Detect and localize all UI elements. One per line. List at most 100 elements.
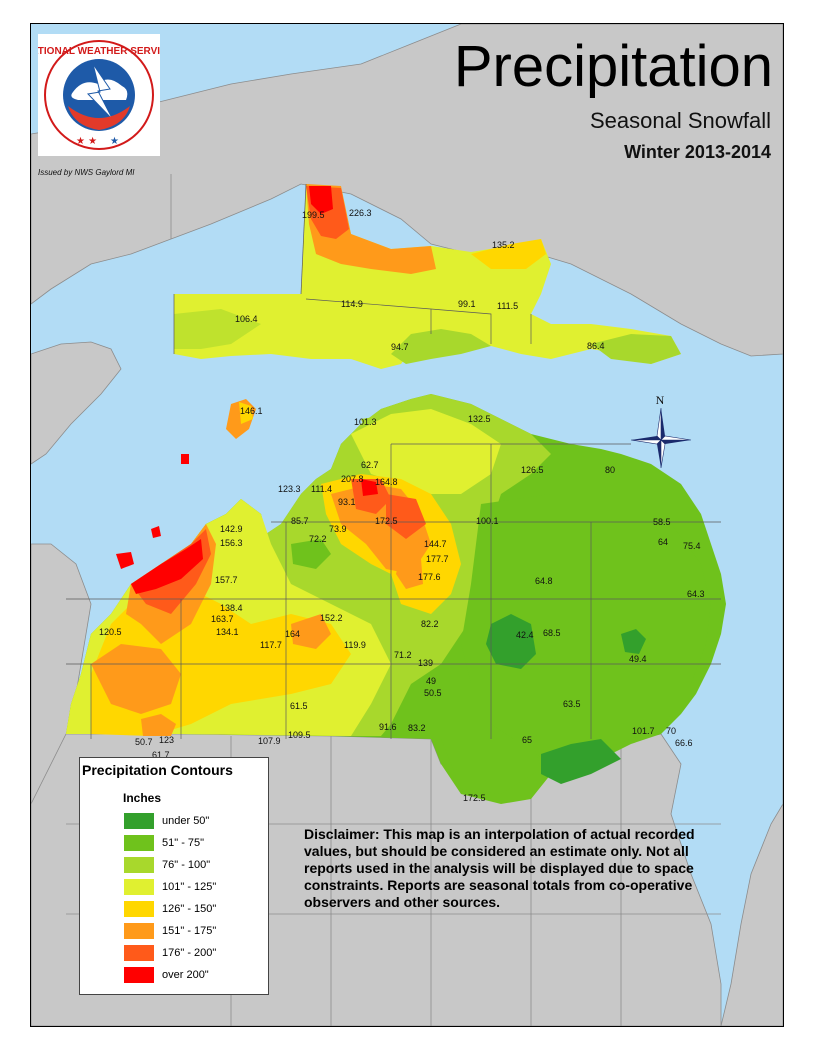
legend-swatch [124,967,154,983]
legend-item: 176" - 200" [124,945,216,961]
snowfall-value-label: 107.9 [258,736,281,746]
snowfall-value-label: 123 [159,735,174,745]
snowfall-value-label: 157.7 [215,575,238,585]
season-label: Winter 2013-2014 [624,142,771,162]
north-arrow-icon: N [629,393,693,474]
nws-logo-icon: NATIONAL WEATHER SERVICE ★ ★ ★ [31,40,174,150]
snowfall-value-label: 172.5 [375,516,398,526]
legend-label: 101" - 125" [162,881,217,893]
snowfall-value-label: 207.8 [341,474,364,484]
snowfall-value-label: 226.3 [349,208,372,218]
snowfall-value-label: 132.5 [468,414,491,424]
snowfall-value-label: 85.7 [291,516,309,526]
snowfall-value-label: 106.4 [235,314,258,324]
legend-title: Precipitation Contours [82,762,233,778]
snowfall-value-label: 61.5 [290,701,308,711]
snowfall-value-label: 126.5 [521,465,544,475]
snowfall-value-label: 80 [605,465,615,475]
snowfall-value-label: 68.5 [543,628,561,638]
snowfall-value-label: 142.9 [220,524,243,534]
svg-text:★ ★: ★ ★ [76,136,97,147]
snowfall-value-label: 100.1 [476,516,499,526]
legend-swatch [124,813,154,829]
snowfall-value-label: 172.5 [463,793,486,803]
snowfall-value-label: 49 [426,676,436,686]
snowfall-value-label: 114.9 [341,299,363,309]
logo-text: NATIONAL WEATHER SERVICE [38,46,160,57]
snowfall-value-label: 120.5 [99,627,122,637]
snowfall-value-label: 101.7 [632,726,655,736]
legend-swatch [124,857,154,873]
county-boundaries [66,183,721,739]
snowfall-value-label: 75.4 [683,541,701,551]
snowfall-value-label: 94.7 [391,342,409,352]
snowfall-value-label: 138.4 [220,603,243,613]
legend-swatch [124,923,154,939]
snowfall-value-label: 83.2 [408,723,426,733]
snowfall-value-label: 42.4 [516,630,534,640]
legend-label: 151" - 175" [162,925,217,937]
snowfall-value-label: 119.9 [344,640,366,650]
snowfall-value-label: 70 [666,726,676,736]
legend-item: under 50" [124,813,209,829]
snowfall-value-label: 123.3 [278,484,301,494]
issued-by-label: Issued by NWS Gaylord MI [38,168,135,177]
snowfall-value-label: 50.5 [424,688,442,698]
snowfall-value-label: 164 [285,629,300,639]
snowfall-value-label: 64.3 [687,589,705,599]
snowfall-value-label: 93.1 [338,497,356,507]
snowfall-value-label: 177.7 [426,554,449,564]
snowfall-value-label: 50.7 [135,737,153,747]
snowfall-value-label: 152.2 [320,613,343,623]
snowfall-value-label: 199.5 [302,210,325,220]
snowfall-value-label: 135.2 [492,240,515,250]
snowfall-value-label: 73.9 [329,524,347,534]
disclaimer-text: Disclaimer: This map is an interpolation… [304,826,695,910]
legend-swatch [124,835,154,851]
map-frame: 199.5 226.3 135.2 114.9 99.1 111.5 106.4 94.7 86… [30,23,784,1027]
legend-unit: Inches [123,791,162,805]
snowfall-value-label: 65 [522,735,532,745]
snowfall-value-label: 156.3 [220,538,243,548]
legend-label: 76" - 100" [162,859,211,871]
legend-label: 176" - 200" [162,947,217,959]
legend-label: over 200" [162,969,209,981]
snowfall-value-label: 144.7 [424,539,447,549]
legend-item: 151" - 175" [124,923,216,939]
legend-label: under 50" [162,815,210,827]
legend-swatch [124,879,154,895]
snowfall-value-label: 164.8 [375,477,398,487]
snowfall-value-label: 71.2 [394,650,412,660]
svg-text:★: ★ [110,136,119,147]
snowfall-value-label: 109.5 [288,730,311,740]
snowfall-value-label: 86.4 [587,341,605,351]
legend-swatch [124,901,154,917]
snowfall-value-label: 111.5 [497,301,518,311]
legend-item: 126" - 150" [124,901,216,917]
snowfall-value-label: 82.2 [421,619,439,629]
snowfall-value-label: 62.7 [361,460,379,470]
snowfall-value-label: 134.1 [216,627,239,637]
north-label: N [656,394,665,407]
observation-labels: 199.5 226.3 135.2 114.9 99.1 111.5 106.4 94.7 86… [99,208,705,803]
snowfall-value-label: 64 [658,537,668,547]
snowfall-value-label: 146.1 [240,406,263,416]
snowfall-value-label: 64.8 [535,576,553,586]
snowfall-value-label: 63.5 [563,699,581,709]
legend-swatch [124,945,154,961]
snowfall-value-label: 66.6 [675,738,693,748]
legend-label: 51" - 75" [162,837,205,849]
legend-label: 126" - 150" [162,903,217,915]
legend-item: 76" - 100" [124,857,210,873]
snowfall-value-label: 111.4 [311,484,332,494]
legend-item: 101" - 125" [124,879,216,895]
snowfall-value-label: 163.7 [211,614,234,624]
legend: Precipitation Contours Inches under 50" … [79,757,269,995]
snowfall-value-label: 117.7 [260,640,282,650]
snowfall-value-label: 72.2 [309,534,327,544]
upper-peninsula-analysis [174,184,681,369]
nws-logo: NATIONAL WEATHER SERVICE ★ ★ ★ [31,34,174,156]
snowfall-value-label: 58.5 [653,517,671,527]
map-subtitle: Seasonal Snowfall [589,108,771,133]
snowfall-value-label: 61.7 [152,750,170,760]
